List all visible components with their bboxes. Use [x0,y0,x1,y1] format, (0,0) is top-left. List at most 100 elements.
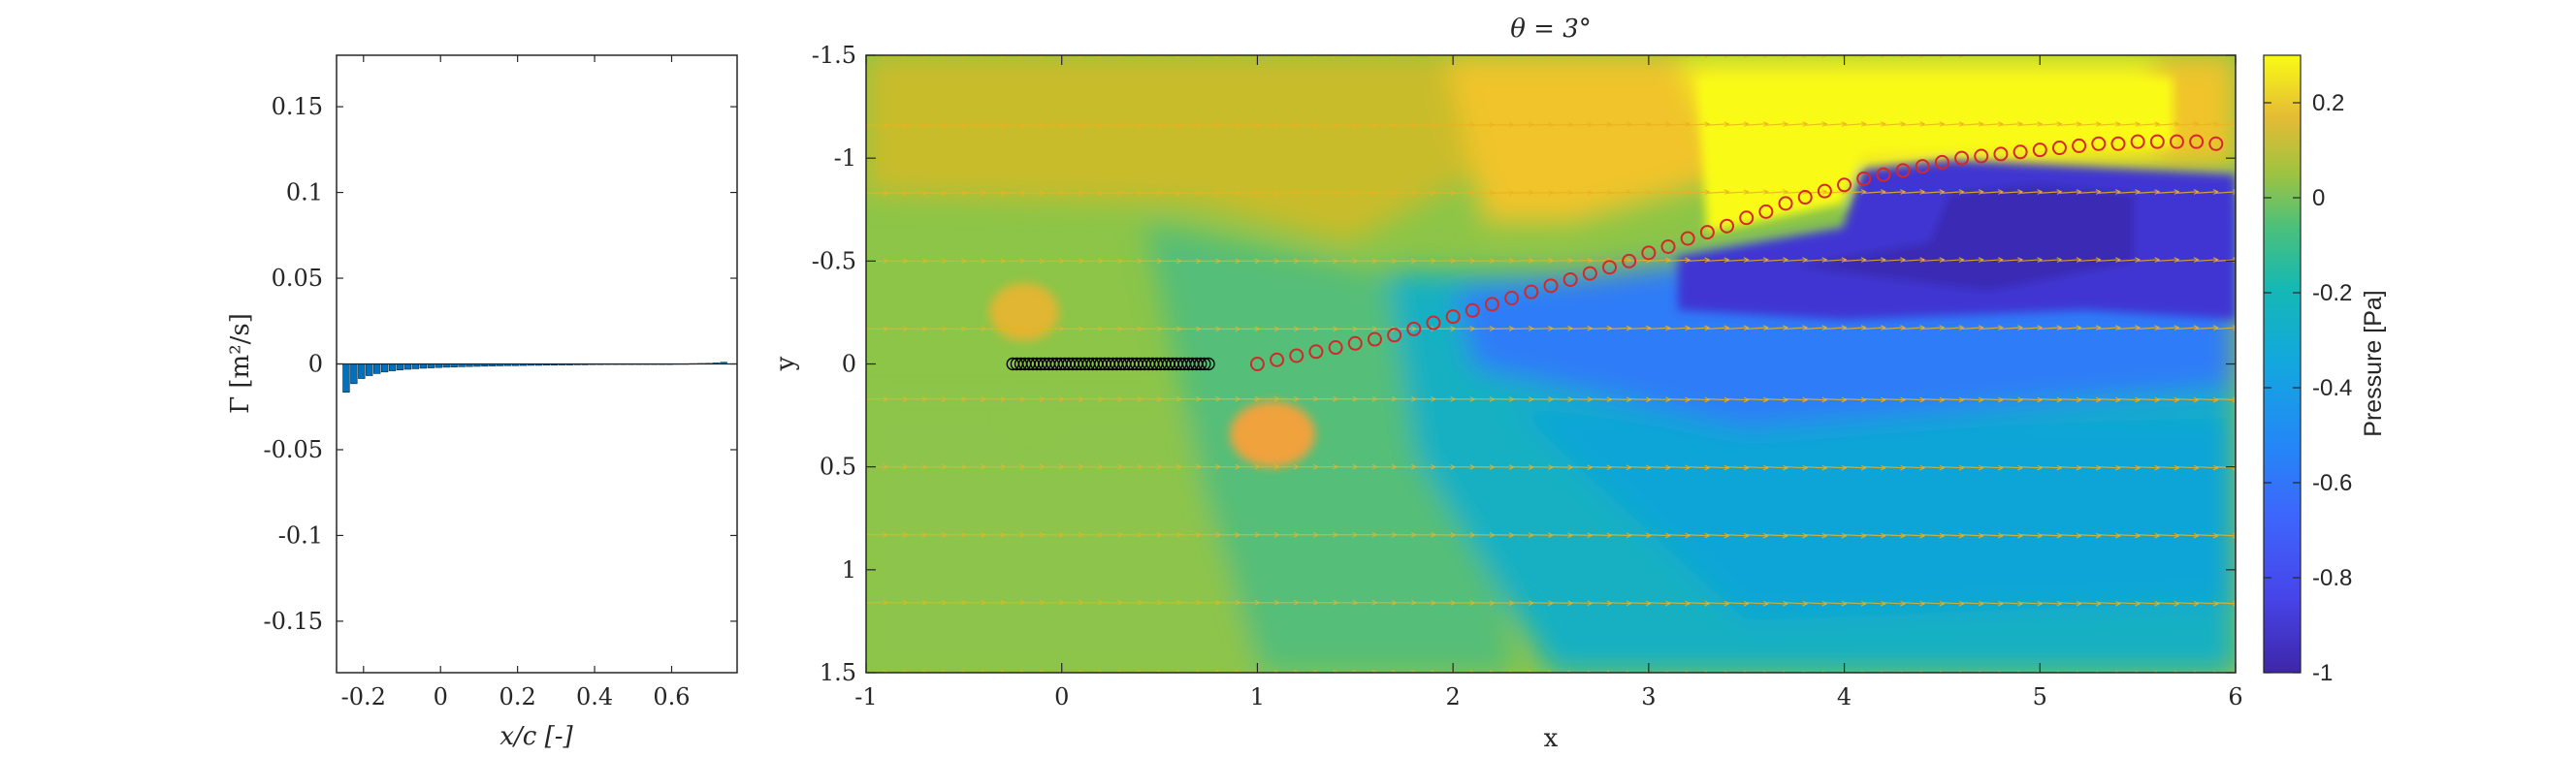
velocity-arrow-head [2076,532,2082,539]
velocity-arrow-head [1548,670,1554,673]
velocity-arrow-head [1841,325,1848,331]
velocity-arrow-head [1685,670,1690,673]
velocity-arrow [1922,123,1945,126]
velocity-arrow [1961,327,1983,331]
velocity-arrow [1707,327,1729,331]
velocity-arrow-head [1645,464,1652,471]
velocity-arrow [2215,123,2236,126]
velocity-arrow [2000,534,2022,537]
velocity-arrow-head [1489,670,1495,673]
velocity-arrow [1863,259,1885,262]
velocity-arrow [1961,123,1983,126]
velocity-arrow-head [1958,121,1965,127]
velocity-arrow [2000,327,2022,331]
velocity-arrow-head [1548,55,1554,58]
velocity-arrow-head [1000,670,1007,673]
velocity-arrow [2000,602,2022,605]
velocity-arrow-head [2252,326,2257,331]
velocity-arrow [1786,123,1808,126]
velocity-arrow [1824,466,1847,469]
velocity-arrow-head [1196,670,1202,673]
velocity-arrow-head [1000,55,1007,58]
velocity-arrow [1844,534,1866,537]
velocity-arrow [1786,397,1808,401]
velocity-arrow [1786,602,1808,605]
velocity-arrow-head [2095,600,2102,607]
velocity-arrow-head [2017,257,2024,263]
velocity-arrow [1492,260,1514,262]
velocity-arrow [2235,328,2236,330]
velocity-arrow [1863,397,1885,401]
velocity-arrow [2235,534,2236,536]
velocity-arrow [1903,259,1925,262]
velocity-arrow [1844,191,1866,194]
velocity-arrow-head [902,55,909,58]
velocity-arrow-head [1685,121,1691,128]
velocity-arrow-head [961,670,967,673]
velocity-arrow-head [2252,190,2257,195]
velocity-arrow-head [2037,325,2044,331]
velocity-arrow-head [1665,396,1671,403]
velocity-arrow-head [2114,257,2121,263]
wake-point [1484,297,1499,312]
velocity-arrow [2157,191,2179,194]
right-x-tick-label: 6 [2228,683,2242,710]
velocity-arrow [1746,259,1768,262]
velocity-arrow-head [1626,396,1632,403]
velocity-arrow [1726,602,1749,605]
velocity-arrow [1883,397,1905,401]
velocity-arrow-head [981,670,987,673]
velocity-arrow [1550,191,1573,194]
wake-point [2149,134,2165,149]
velocity-arrow-head [1587,189,1594,196]
velocity-arrow-head [1626,325,1632,331]
velocity-arrow-head [2135,189,2141,195]
velocity-arrow-head [2135,464,2141,471]
velocity-arrow-head [2135,325,2141,331]
velocity-arrow-head [2231,46,2236,49]
velocity-arrow-head [2212,464,2219,471]
velocity-arrow [2196,327,2218,331]
velocity-arrow-head [2193,121,2200,127]
velocity-arrow-head [2154,532,2161,539]
velocity-arrow [2157,466,2179,469]
velocity-arrow [2078,327,2101,331]
velocity-arrow [1746,191,1768,194]
velocity-arrow [2235,602,2236,604]
velocity-arrow [1922,191,1945,194]
velocity-arrow [2040,55,2042,56]
velocity-arrow [2138,191,2160,194]
velocity-arrow-head [1978,121,1984,127]
velocity-arrow [1863,327,1885,331]
velocity-arrow-head [2017,121,2024,127]
velocity-arrow-head [2113,46,2118,49]
velocity-arrow-head [2193,464,2200,471]
velocity-arrow [1511,123,1533,126]
velocity-arrow [1707,259,1729,262]
velocity-arrow [1688,602,1710,605]
velocity-arrow [2059,259,2081,262]
velocity-arrow-head [1626,121,1632,128]
velocity-arrow-head [2252,672,2257,677]
velocity-arrow [1922,327,1945,331]
velocity-arrow [2040,466,2062,469]
velocity-arrow-head [2037,396,2044,403]
velocity-arrow-head [1567,121,1574,128]
wake-point [1524,284,1539,300]
velocity-arrow-head [1841,600,1848,607]
velocity-arrow-head [1978,189,1984,195]
velocity-arrow-head [1175,55,1182,58]
velocity-arrow [2059,534,2081,537]
velocity-arrow-head [2193,600,2200,607]
velocity-arrow-head [1762,189,1769,195]
velocity-arrow [1688,259,1710,262]
velocity-arrow-head [1645,189,1652,196]
velocity-arrow [2138,55,2140,56]
velocity-arrow-head [1939,55,1946,58]
velocity-arrow-head [1508,670,1514,673]
velocity-arrow-head [2095,396,2102,403]
velocity-arrow [1668,534,1690,537]
velocity-arrow-head [1743,257,1750,264]
plate-points [1006,357,1215,371]
velocity-arrow-head [2094,46,2099,49]
